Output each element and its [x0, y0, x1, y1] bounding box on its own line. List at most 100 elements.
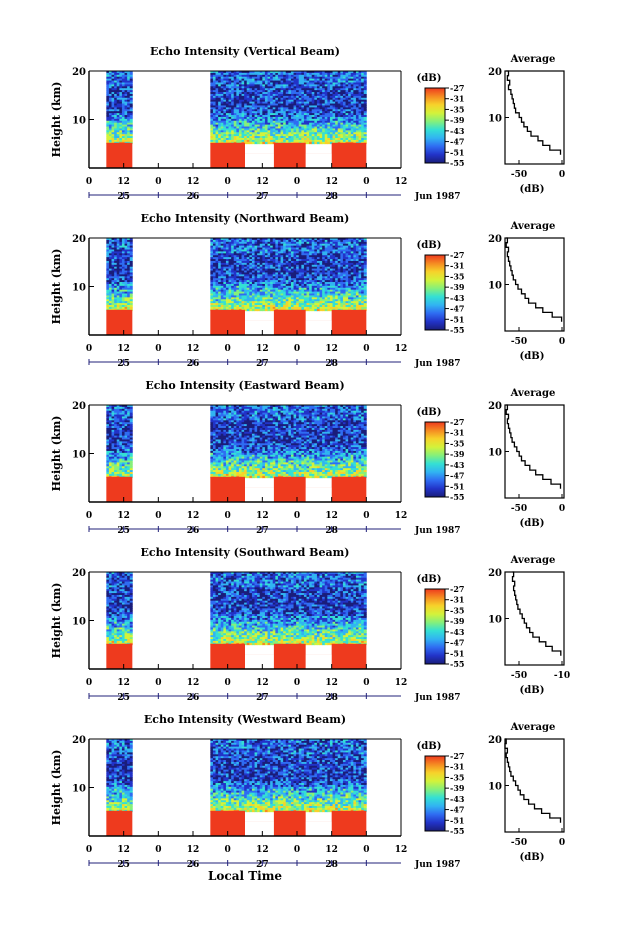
colorbar-tick: -39 [450, 115, 465, 125]
colorbar-tick: -31 [450, 94, 464, 104]
colorbar-tick: -47 [450, 304, 464, 314]
x-tick-label: 0 [363, 845, 369, 855]
colorbar-tick: -55 [450, 325, 464, 335]
avg-x-tick: 0 [559, 170, 565, 180]
colorbar-tick: -55 [450, 158, 464, 168]
average-profile-line [504, 738, 562, 823]
avg-x-label: (dB) [520, 685, 545, 696]
x-tick-label: 12 [395, 511, 408, 521]
avg-x-tick: -50 [511, 337, 527, 347]
colorbar-tick: -51 [450, 648, 464, 658]
x-tick-label: 0 [225, 344, 231, 354]
x-tick-label: 12 [187, 344, 200, 354]
avg-y-tick: 10 [488, 615, 502, 626]
colorbar-tick: -35 [450, 271, 464, 281]
colorbar-unit: (dB) [417, 73, 442, 84]
day-label: 28 [325, 860, 338, 870]
x-tick-label: 0 [155, 344, 161, 354]
y-axis-label: Height (km) [50, 82, 63, 158]
day-label: 25 [117, 860, 130, 870]
avg-x-label: (dB) [520, 351, 545, 362]
x-tick-label: 12 [325, 845, 338, 855]
colorbar [424, 755, 446, 832]
colorbar-tick: -51 [450, 815, 464, 825]
y-tick-label: 10 [72, 450, 86, 461]
x-tick-label: 0 [294, 344, 300, 354]
y-tick-label: 20 [72, 401, 86, 412]
date-label: Jun 1987 [414, 192, 461, 202]
x-tick-label: 0 [225, 845, 231, 855]
avg-y-tick: 10 [488, 281, 502, 292]
y-tick-label: 20 [72, 735, 86, 746]
day-label: 27 [256, 860, 269, 870]
colorbar-tick: -27 [450, 417, 464, 427]
avg-x-label: (dB) [520, 518, 545, 529]
avg-y-tick: 10 [488, 114, 502, 125]
colorbar-unit: (dB) [417, 741, 442, 752]
colorbar-tick: -31 [450, 428, 464, 438]
panel-1: Echo Intensity (Vertical Beam) 10 20 Height… [50, 45, 565, 202]
x-axis-label: Local Time [208, 869, 282, 883]
average-title: Average [510, 221, 556, 232]
x-tick-label: 12 [395, 177, 408, 187]
colorbar-tick: -35 [450, 104, 464, 114]
avg-x-tick: 0 [559, 838, 565, 848]
x-tick-label: 12 [256, 845, 269, 855]
colorbar-tick: -43 [450, 126, 465, 136]
colorbar-tick: -39 [450, 783, 465, 793]
colorbar-tick: -47 [450, 638, 464, 648]
average-profile-line [511, 571, 562, 656]
colorbar-tick: -39 [450, 282, 465, 292]
average-title: Average [510, 388, 556, 399]
x-tick-label: 12 [187, 511, 200, 521]
colorbar-unit: (dB) [417, 407, 442, 418]
colorbar-tick: -39 [450, 616, 465, 626]
x-tick-label: 0 [294, 511, 300, 521]
x-tick-label: 0 [86, 511, 92, 521]
x-tick-label: 12 [256, 511, 269, 521]
colorbar-tick: -27 [450, 751, 464, 761]
avg-y-tick: 20 [488, 568, 502, 579]
colorbar-tick: -51 [450, 147, 464, 157]
panel-3: Echo Intensity (Eastward Beam) 10 20 Height… [50, 379, 565, 536]
x-tick-label: 12 [187, 177, 200, 187]
day-label: 26 [187, 860, 200, 870]
day-label: 27 [256, 192, 269, 202]
x-tick-label: 0 [225, 177, 231, 187]
avg-y-tick: 20 [488, 401, 502, 412]
colorbar-tick: -55 [450, 826, 464, 836]
avg-x-tick: -50 [511, 170, 527, 180]
x-tick-label: 12 [117, 511, 130, 521]
x-tick-label: 0 [363, 678, 369, 688]
day-label: 27 [256, 693, 269, 703]
colorbar-tick: -43 [450, 293, 465, 303]
colorbar-tick: -35 [450, 772, 464, 782]
colorbar-tick: -39 [450, 449, 465, 459]
x-tick-label: 12 [395, 678, 408, 688]
y-axis-label: Height (km) [50, 416, 63, 492]
x-tick-label: 0 [86, 344, 92, 354]
day-label: 28 [325, 192, 338, 202]
avg-x-tick: -50 [511, 838, 527, 848]
colorbar [424, 87, 446, 164]
x-tick-label: 12 [325, 511, 338, 521]
panel-title: Echo Intensity (Eastward Beam) [145, 379, 344, 392]
day-label: 27 [256, 526, 269, 536]
colorbar-tick: -51 [450, 481, 464, 491]
x-tick-label: 12 [256, 177, 269, 187]
x-tick-label: 12 [187, 845, 200, 855]
x-tick-label: 12 [395, 845, 408, 855]
avg-x-tick: 0 [559, 337, 565, 347]
x-tick-label: 12 [325, 678, 338, 688]
y-tick-label: 20 [72, 234, 86, 245]
x-tick-label: 12 [325, 344, 338, 354]
x-tick-label: 0 [294, 177, 300, 187]
x-tick-label: 0 [155, 177, 161, 187]
day-label: 25 [117, 359, 130, 369]
y-tick-label: 20 [72, 568, 86, 579]
panel-title: Echo Intensity (Westward Beam) [144, 713, 346, 726]
panel-4: Echo Intensity (Southward Beam) 10 20 Heigh… [50, 546, 570, 703]
average-profile-line [505, 404, 562, 489]
panel-title: Echo Intensity (Northward Beam) [141, 212, 350, 225]
